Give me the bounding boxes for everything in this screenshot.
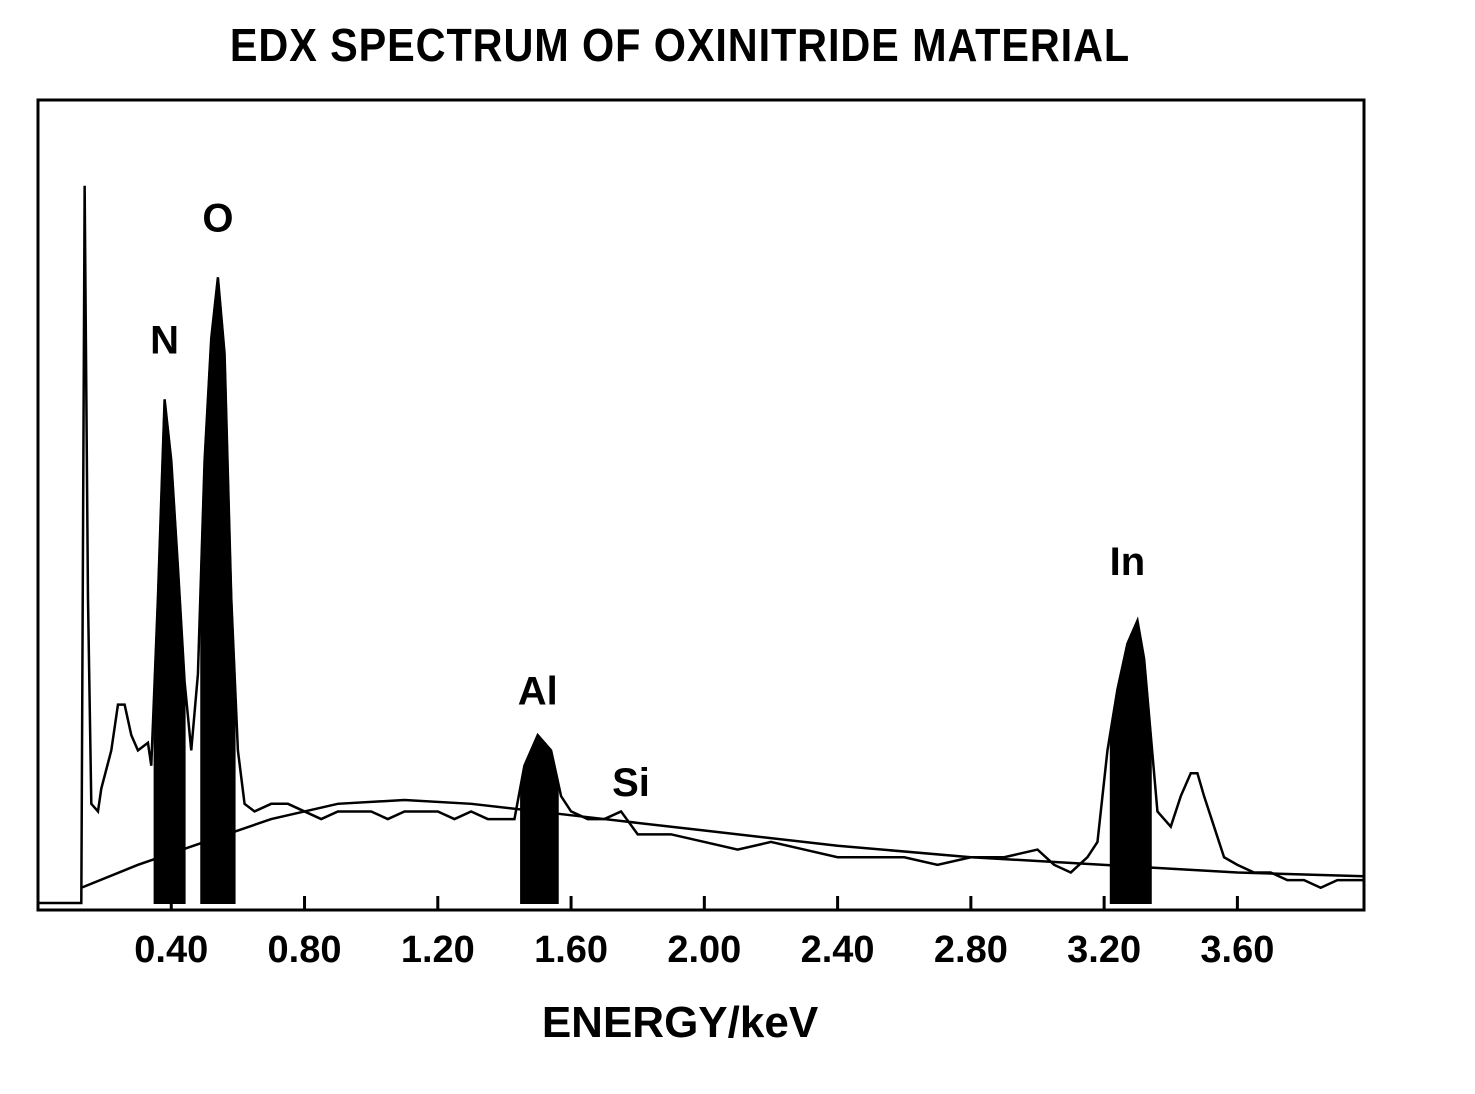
x-axis-label: ENERGY/keV [0,998,1360,1048]
spectrum-line [38,186,1364,903]
x-tick-label: 0.40 [134,929,208,971]
peak-label-o: O [202,197,233,241]
peak-label-si: Si [612,761,650,805]
plot-frame [38,100,1364,910]
x-tick-label: 3.20 [1067,929,1141,971]
background-curve [81,800,1364,888]
peak-fill-layer [155,277,1151,903]
peak-label-al: Al [518,670,558,714]
spectrum-line-layer [38,186,1364,903]
x-tick-label: 2.40 [801,929,875,971]
background-curve-layer [81,800,1364,888]
x-tick-label: 3.60 [1200,929,1274,971]
peak-fill-n [155,399,185,903]
peak-label-in: In [1110,540,1146,584]
x-tick-label: 2.00 [667,929,741,971]
x-tick-label: 1.60 [534,929,608,971]
x-tick-label: 2.80 [934,929,1008,971]
peak-label-n: N [150,319,179,363]
peak-labels: N O Al Si In [150,197,1145,806]
peak-fill-o [201,277,234,903]
x-tick-label: 1.20 [401,929,475,971]
x-axis-ticks: 0.40 0.80 1.20 1.60 2.00 2.40 2.80 3.20 3.60 [134,896,1274,971]
x-tick-label: 0.80 [268,929,342,971]
